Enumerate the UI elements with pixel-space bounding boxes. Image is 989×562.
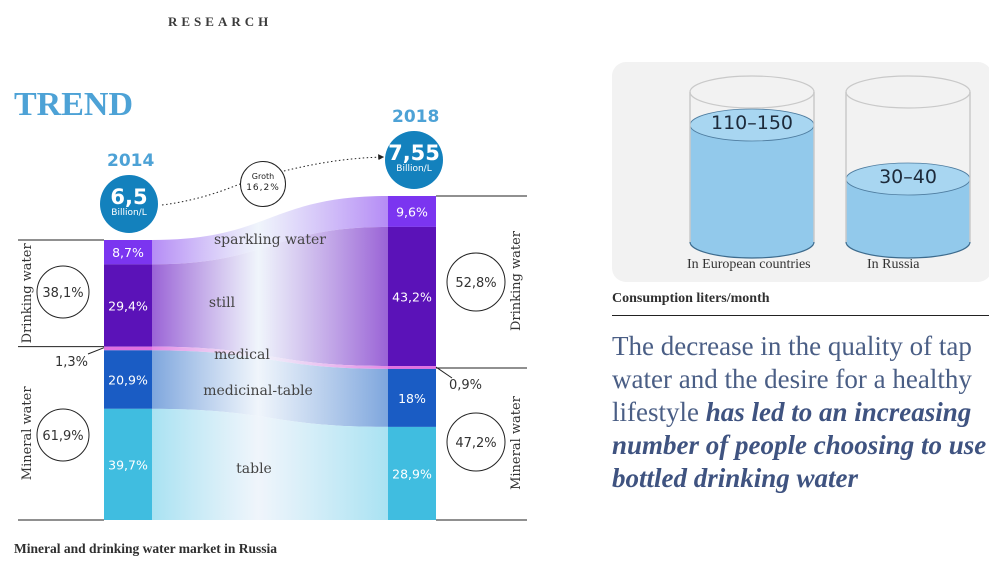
year-2018-label: 2018 (392, 107, 440, 127)
group-label-2014-mineral-water: Mineral water (20, 386, 35, 481)
bar-2018-medical (388, 366, 436, 369)
flow-table (152, 408, 388, 520)
bar-2018-still (388, 226, 436, 367)
bar-2014-sparkling-water (104, 240, 152, 265)
value-2018-still: 43,2% (392, 289, 432, 304)
group-share-2014-drinking-water: 38,1% (42, 286, 83, 301)
group-share-circle (36, 408, 90, 462)
value-2018-table: 28,9% (392, 466, 432, 481)
growth-value: 16,2% (246, 183, 280, 193)
flow-label-medicinal-table: medicinal-table (203, 383, 313, 399)
bar-2014-medicinal-table (104, 350, 152, 409)
group-share-2018-drinking-water: 52,8% (455, 276, 496, 291)
growth-badge: Groth 16,2% (240, 161, 286, 207)
total-2018-bubble: 7,55 Billion/L (385, 131, 443, 189)
medical-2018-leader (435, 366, 453, 379)
group-label-2014-drinking-water: Drinking water (20, 243, 35, 344)
quote-plain: The decrease in the quality of tap water… (612, 331, 972, 427)
flow-medical (152, 346, 388, 369)
value-2014-still: 29,4% (108, 299, 148, 314)
glass-bottom-russia (845, 241, 971, 259)
bar-2018-table (388, 426, 436, 520)
quote-text: The decrease in the quality of tap water… (612, 330, 989, 495)
value-2014-sparkling-water: 8,7% (112, 245, 144, 260)
total-2018-unit: Billion/L (396, 164, 432, 174)
page-title: TREND (14, 86, 134, 123)
glasses-illustration: 110–150 30–40 (689, 75, 971, 259)
bar-2014-medical (104, 346, 152, 351)
glass-rim-europe (689, 75, 815, 109)
growth-label: Groth (251, 172, 275, 181)
glass-label-russia: In Russia (867, 257, 920, 272)
glass-bottom-europe (689, 241, 815, 259)
flow-label-sparkling-water: sparkling water (214, 232, 326, 248)
sankey-chart: 8,7% 9,6% sparkling water 29,4% 43,2% still me… (18, 0, 527, 521)
total-2018-value: 7,55 (388, 141, 440, 165)
total-2014-bubble: 6,5 Billion/L (100, 175, 158, 233)
flow-label-table: table (236, 461, 272, 477)
value-2014-medicinal-table: 20,9% (108, 373, 148, 388)
flow-label-still: still (209, 295, 236, 311)
glass-value-russia: 30–40 (879, 166, 937, 188)
growth-dotted-arrow (161, 157, 383, 206)
consumption-panel: 110–150 30–40 In European countries In Ru… (612, 62, 989, 282)
value-2014-medical: 1,3% (55, 355, 88, 370)
year-2014-label: 2014 (107, 151, 155, 171)
glass-rim-russia (845, 75, 971, 109)
glass-value-europe: 110–150 (711, 112, 793, 134)
group-share-circle (36, 265, 90, 319)
group-label-2018-drinking-water: Drinking water (509, 230, 524, 331)
total-2014-unit: Billion/L (111, 208, 147, 218)
value-2018-sparkling-water: 9,6% (396, 204, 428, 219)
water-russia (846, 179, 970, 258)
group-share-2014-mineral-water: 61,9% (42, 429, 83, 444)
glass-label-europe: In European countries (687, 257, 811, 272)
value-2018-medicinal-table: 18% (398, 391, 426, 406)
total-2014-value: 6,5 (110, 185, 148, 209)
quote-emphasis: has led to an increasing number of peopl… (612, 397, 987, 493)
consumption-caption: Consumption liters/month (612, 291, 770, 306)
chart-caption: Mineral and drinking water market in Rus… (14, 541, 278, 556)
consumption-divider (612, 315, 989, 316)
flow-sparkling-water (152, 196, 388, 265)
medical-2014-leader (87, 347, 105, 355)
section-label: RESEARCH (168, 14, 273, 29)
group-share-circle (446, 252, 506, 312)
group-share-2018-mineral-water: 47,2% (455, 436, 496, 451)
bar-2014-still (104, 264, 152, 347)
flow-label-medical: medical (214, 347, 270, 363)
flow-medicinal-table (152, 350, 388, 427)
water-europe (690, 125, 814, 258)
bar-2018-medicinal-table (388, 368, 436, 427)
bar-2018-sparkling-water (388, 196, 436, 227)
group-label-2018-mineral-water: Mineral water (509, 395, 524, 490)
bar-2014-table (104, 408, 152, 520)
value-2018-medical: 0,9% (449, 378, 482, 393)
value-2014-table: 39,7% (108, 457, 148, 472)
flow-still (152, 226, 388, 367)
group-share-circle (446, 412, 506, 472)
